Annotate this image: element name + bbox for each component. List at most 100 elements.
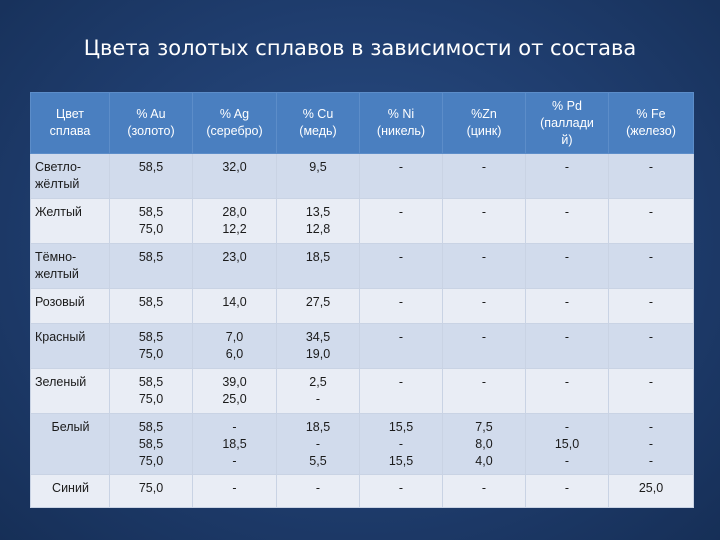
value-cell: 7,0 6,0 [192,323,277,369]
cell-line: 15,0 [554,437,580,451]
cell-line: - [481,481,487,495]
cell-line: 6,0 [225,347,244,361]
cell-line: - [398,250,404,264]
cell-line: 75,0 [138,454,164,468]
value-cell: - [525,368,609,414]
color-name-cell: Розовый [30,288,110,324]
cell-line: - [564,160,570,174]
cell-line: 58,5 [138,420,164,434]
cell-line: жёлтый [35,177,80,191]
cell-line: 9,5 [309,160,327,174]
color-name-cell: Синий [30,474,110,508]
cell-line: - [315,392,321,406]
cell-line: Зеленый [35,375,87,389]
cell-line: 7,0 [225,330,244,344]
cell-line: 23,0 [222,250,247,264]
value-cell: 9,5 [276,153,360,199]
cell-line: 2,5 [309,375,327,389]
table-row: Белый 58,5 58,5 75,0-18,5-18,5-5,5 15,5-15,5… [30,413,694,475]
cell-line: 4,0 [475,454,493,468]
cell-line: - [481,330,487,344]
value-cell: - [525,153,609,199]
value-cell: 14,0 [192,288,277,324]
header-line: % Fe [636,107,666,121]
cell-line: - [315,437,321,451]
cell-line: - [648,375,654,389]
value-cell: - [359,288,443,324]
value-cell: - [608,243,694,289]
header-line: % Pd [552,98,582,113]
value-cell: 58,5 75,0 [109,198,193,244]
cell-line: 58,5 [138,375,164,389]
cell-line: Синий [52,481,89,495]
table-row: Зеленый 58,5 75,0 39,0 25,0 2,5 - - - - - [30,368,694,414]
header-line: %Zn [471,107,497,121]
cell-line: - [648,205,654,219]
cell-line: Светло- [35,160,82,174]
table-row: Розовый 58,5 14,0 27,5 - - - - [30,288,694,324]
cell-line: - [398,295,404,309]
value-cell: 58,5 58,5 75,0 [109,413,193,475]
cell-line: 58,5 [138,250,164,264]
value-cell: 13,5 12,8 [276,198,360,244]
value-cell: - [442,368,526,414]
value-cell: - [442,153,526,199]
cell-line: 5,5 [309,454,327,468]
header-line: % Cu [302,107,334,121]
column-header: % Ag (серебро) [192,92,277,154]
cell-line: 28,0 [222,205,247,219]
cell-line: - [481,375,487,389]
value-cell: 58,5 [109,153,193,199]
cell-line: 58,5 [138,437,164,451]
cell-line: 14,0 [222,295,247,309]
cell-line: 75,0 [138,481,164,495]
cell-line: - [564,250,570,264]
color-name-cell: Красный [30,323,110,369]
value-cell: 7,5 8,0 4,0 [442,413,526,475]
value-cell: - [608,323,694,369]
cell-line: - [481,160,487,174]
cell-line: - [481,295,487,309]
cell-line: - [648,250,654,264]
value-cell: 58,5 75,0 [109,323,193,369]
column-header: %Zn (цинк) [442,92,526,154]
value-cell: - [525,243,609,289]
value-cell: 27,5 [276,288,360,324]
cell-line: 58,5 [138,160,164,174]
cell-line: 75,0 [138,222,164,236]
column-header: % Fe (железо) [608,92,694,154]
value-cell: 58,5 [109,243,193,289]
column-header: Цвет сплава [30,92,110,154]
color-name-cell: Зеленый [30,368,110,414]
value-cell: - [608,153,694,199]
cell-line: 58,5 [138,205,164,219]
header-line: Цвет [55,107,84,121]
value-cell: - [525,474,609,508]
value-cell: 58,5 75,0 [109,368,193,414]
cell-line: - [648,420,654,434]
cell-line: Розовый [35,295,85,309]
cell-line: 15,5 [388,420,414,434]
color-name-cell: Желтый [30,198,110,244]
value-cell: - [192,474,277,508]
cell-line: Красный [35,330,86,344]
cell-line: 18,5 [305,420,331,434]
value-cell: - [359,198,443,244]
slide-title: Цвета золотых сплавов в зависимости от с… [83,36,637,60]
value-cell: - - - [608,413,694,475]
header-line: й) [561,132,573,147]
table-row: Красный 58,5 75,0 7,0 6,0 34,5 19,0- - - - [30,323,694,369]
value-cell: 15,5 - 15,5 [359,413,443,475]
cell-line: 12,2 [222,222,247,236]
header-line: (медь) [299,124,337,138]
cell-line: - [315,481,321,495]
value-cell: 2,5 - [276,368,360,414]
value-cell: - [359,243,443,289]
cell-line: 58,5 [138,295,164,309]
value-cell: 58,5 [109,288,193,324]
cell-line: 8,0 [475,437,493,451]
cell-line: - [232,481,237,495]
column-header: % Ni (никель) [359,92,443,154]
alloy-table: Цвет сплава % Au (золото) % Ag (серебро) % Cu (… [30,92,694,508]
cell-line: - [648,454,654,468]
